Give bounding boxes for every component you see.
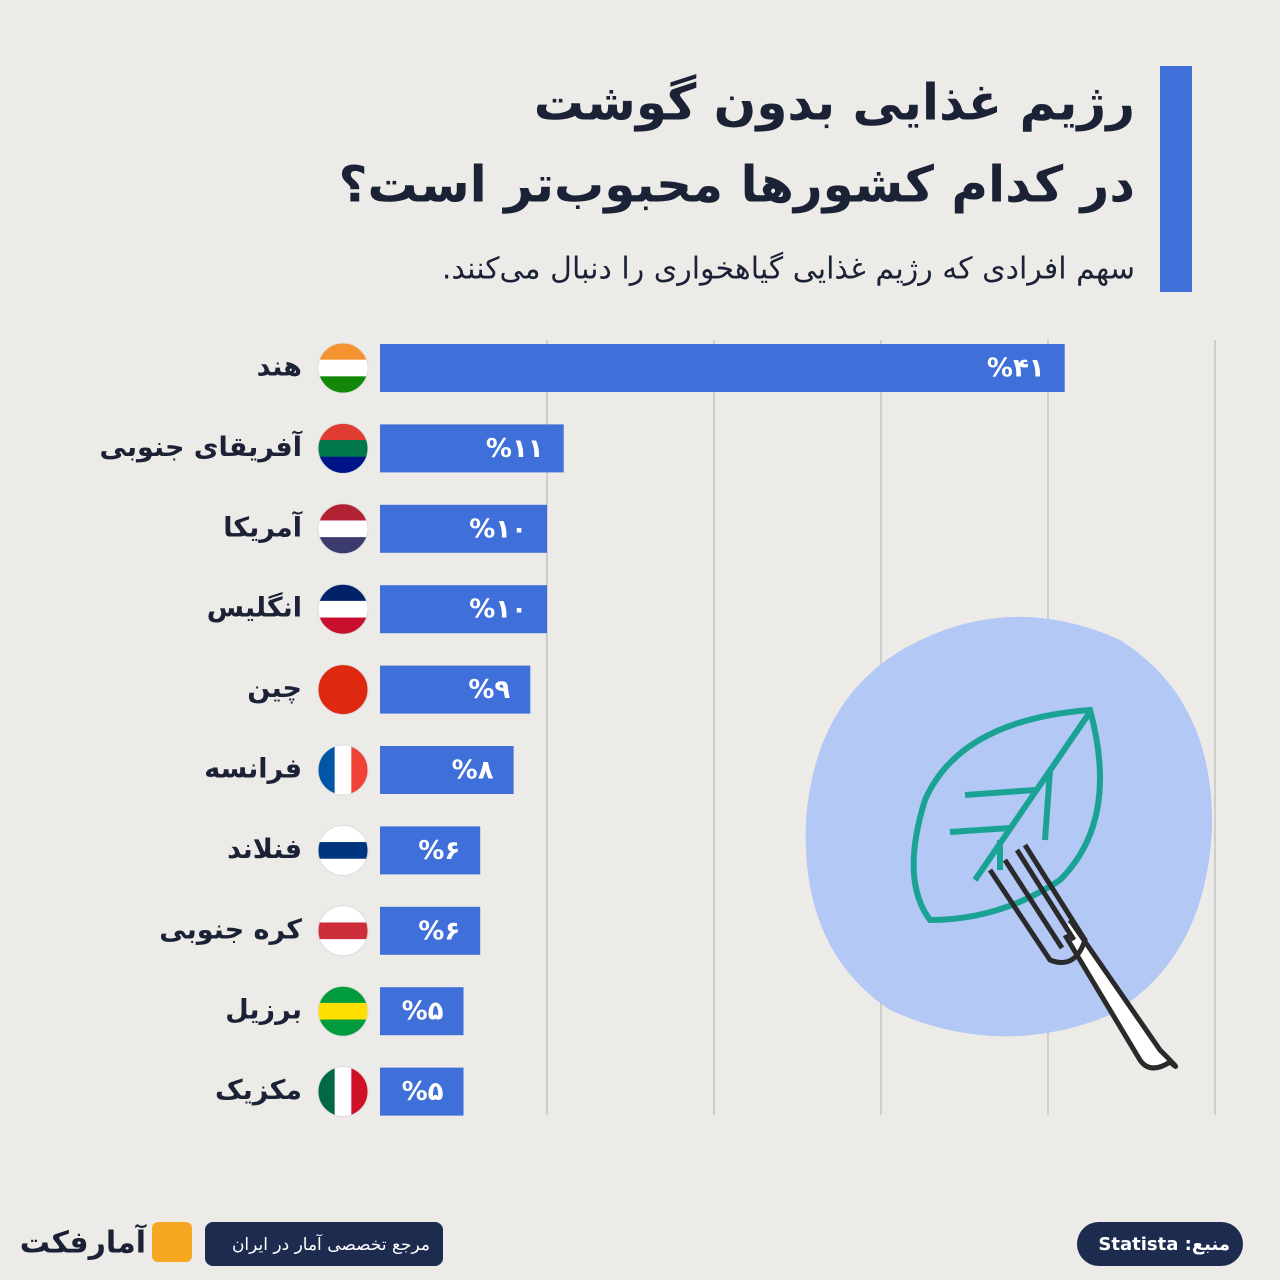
value-label: %۱۰ xyxy=(469,595,527,625)
value-label: %۴۱ xyxy=(987,354,1045,384)
bar xyxy=(380,585,547,634)
flag-stripe xyxy=(318,939,368,956)
flag-stripe xyxy=(318,503,368,521)
y-tick-label: چین xyxy=(247,673,302,704)
flag-stripe xyxy=(318,423,368,441)
value-label: %۹ xyxy=(468,675,510,705)
flag-ring xyxy=(317,664,369,716)
value-label: %۶ xyxy=(418,916,460,946)
flag-stripe xyxy=(318,664,368,682)
value-label: %۱۰ xyxy=(469,514,527,544)
bar xyxy=(380,1067,464,1116)
bar xyxy=(380,826,481,875)
flag xyxy=(318,825,368,876)
flag xyxy=(318,1066,368,1117)
flag xyxy=(318,905,368,956)
bar xyxy=(380,665,531,714)
flag-stripe xyxy=(318,905,368,923)
flag-stripe xyxy=(318,842,368,860)
flag-stripe xyxy=(318,520,368,538)
flag-stripe xyxy=(351,745,368,795)
flag-stripe xyxy=(318,537,368,554)
tagline-pill xyxy=(205,1222,443,1266)
y-tick-label: آمریکا xyxy=(223,510,302,543)
flag-stripe xyxy=(318,745,336,795)
illustration xyxy=(805,616,1213,1071)
chart-title: رژیم غذایی بدون گوشت xyxy=(534,74,1135,133)
flag-stripe xyxy=(318,440,368,458)
y-tick-label: آفریقای جنوبی xyxy=(100,430,303,463)
flag-stripe xyxy=(318,343,368,361)
flag-stripe xyxy=(318,986,368,1004)
y-tick-label: مکزیک xyxy=(215,1075,302,1106)
accent-bar xyxy=(1160,66,1192,292)
bar xyxy=(380,906,481,955)
flag-stripe xyxy=(318,1019,368,1037)
flag-stripe xyxy=(318,456,368,474)
flag-ring xyxy=(317,503,369,555)
flag-ring xyxy=(317,422,369,474)
y-tick-label: هند xyxy=(257,352,302,383)
flag-ring xyxy=(317,342,369,394)
brand-icon xyxy=(152,1222,192,1262)
flag xyxy=(318,423,368,474)
source-pill xyxy=(1077,1222,1243,1266)
flag-ring xyxy=(317,744,369,796)
flag-stripe xyxy=(351,1066,368,1117)
brand: آمارفکت xyxy=(20,1224,147,1261)
flag xyxy=(318,664,368,715)
bar xyxy=(380,746,514,794)
flag-stripe xyxy=(318,1002,368,1021)
flag-stripe xyxy=(318,681,368,699)
bar xyxy=(380,987,464,1036)
y-tick-label: کره جنوبی xyxy=(159,914,302,945)
flag-ring xyxy=(317,1066,369,1118)
y-tick-label: فنلاند xyxy=(227,834,302,865)
y-tick-label: فرانسه xyxy=(204,754,302,785)
flag xyxy=(318,343,368,393)
flag-stripe xyxy=(318,858,368,876)
value-label: %۶ xyxy=(418,836,460,866)
value-label: %۸ xyxy=(452,756,494,786)
flag-stripe xyxy=(318,584,368,602)
footer: مرجع تخصصی آمار در ایران منبع: Statista … xyxy=(20,1222,1243,1266)
flag-stripe xyxy=(318,922,368,940)
flag-stripe xyxy=(318,359,368,377)
flag xyxy=(318,745,368,795)
value-label: %۵ xyxy=(402,997,444,1027)
bar xyxy=(380,504,547,553)
flag-stripe xyxy=(318,1066,336,1117)
flag-ring xyxy=(317,583,369,635)
flag-ring xyxy=(317,985,369,1037)
value-label: %۱۱ xyxy=(486,434,544,464)
flag-stripe xyxy=(334,1066,352,1117)
y-tick-label: برزیل xyxy=(225,995,302,1026)
chart-subtitle: سهم افرادی که رژیم غذایی گیاهخواری را دن… xyxy=(442,252,1135,287)
flag-stripe xyxy=(318,376,368,393)
flag-stripe xyxy=(318,825,368,843)
flag-ring xyxy=(317,824,369,876)
tagline: مرجع تخصصی آمار در ایران xyxy=(232,1233,430,1255)
flag xyxy=(318,986,368,1037)
bar xyxy=(380,344,1065,392)
flag-stripe xyxy=(318,600,368,619)
flag xyxy=(318,503,368,554)
source: منبع: Statista xyxy=(1098,1234,1230,1255)
chart-title: در کدام کشورها محبوب‌تر است؟ xyxy=(339,156,1135,215)
bar xyxy=(380,424,564,473)
flag-stripe xyxy=(318,697,368,715)
flag-stripe xyxy=(334,745,352,795)
y-tick-label: انگلیس xyxy=(207,592,302,624)
flag-stripe xyxy=(318,617,368,635)
value-label: %۵ xyxy=(402,1077,444,1107)
flag-ring xyxy=(317,905,369,957)
flag xyxy=(318,584,368,635)
